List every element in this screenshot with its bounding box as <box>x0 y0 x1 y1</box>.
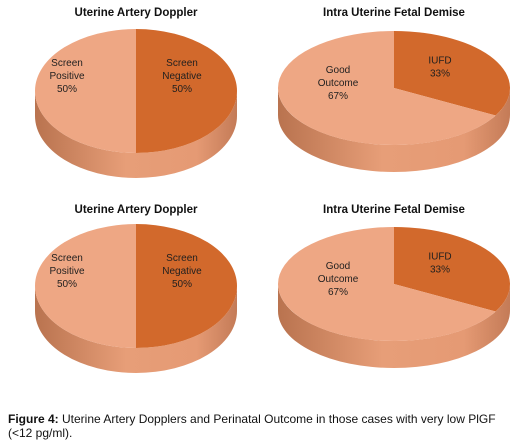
slice-label-1: IUFD 33% <box>428 252 451 276</box>
slice-label-1: Screen Negative 50% <box>162 58 202 95</box>
pie-charts-figure: Screen Negative 50% Screen Positive 50% Uterin… <box>35 7 510 373</box>
pie-slice-1 <box>136 29 237 153</box>
pie-side <box>278 284 510 368</box>
slice-label-2: Good Outcome 67% <box>318 65 359 102</box>
pie-chart-3: Screen Negative 50% Screen Positive 50% Uterin… <box>35 204 237 373</box>
chart-title: Uterine Artery Doppler <box>75 204 198 216</box>
pie-slice-2 <box>35 29 136 153</box>
slice-label-2: Good Outcome 67% <box>318 261 359 298</box>
pie-chart-4: IUFD 33% Good Outcome 67% Intra Uterine Fetal… <box>277 204 510 368</box>
pie-slice-1 <box>394 227 510 312</box>
slice-label-1: Screen Negative 50% <box>162 253 202 290</box>
pie-chart-2: IUFD 33% Good Outcome 67% Intra Uterine Fetal… <box>277 7 510 172</box>
figure-label: Figure 4: <box>8 412 59 426</box>
slice-label-2: Screen Positive 50% <box>49 58 84 95</box>
caption-text: Uterine Artery Dopplers and Perinatal Ou… <box>8 412 496 440</box>
pie-side <box>35 286 237 373</box>
figure-caption: Figure 4: Uterine Artery Dopplers and Pe… <box>8 412 520 440</box>
pie-slice-1 <box>136 224 237 348</box>
chart-title: Intra Uterine Fetal Demise <box>323 204 465 216</box>
chart-title: Uterine Artery Doppler <box>75 7 198 19</box>
pie-slice-1 <box>394 31 510 116</box>
pie-side <box>35 91 237 178</box>
pie-side <box>278 88 510 172</box>
pie-slice-2 <box>277 227 496 342</box>
pie-slice-2 <box>277 31 496 146</box>
pie-chart-1: Screen Negative 50% Screen Positive 50% Uterin… <box>35 7 237 178</box>
chart-title: Intra Uterine Fetal Demise <box>323 7 465 19</box>
slice-label-2: Screen Positive 50% <box>49 253 84 290</box>
slice-label-1: IUFD 33% <box>428 56 451 80</box>
pie-slice-2 <box>35 224 136 348</box>
